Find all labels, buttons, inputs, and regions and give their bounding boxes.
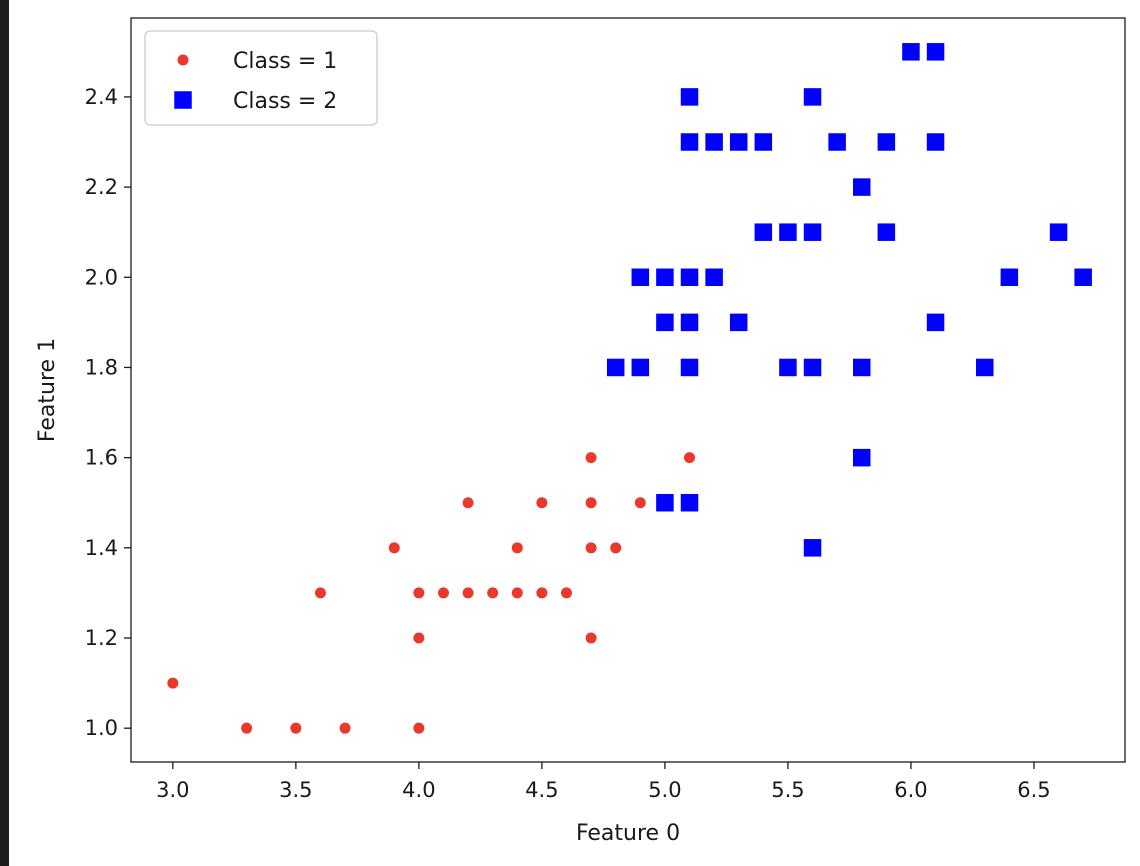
class-2-point bbox=[728, 131, 749, 153]
class-2-point bbox=[605, 357, 626, 378]
x-tick-label: 4.5 bbox=[525, 778, 558, 802]
data-marks bbox=[167, 41, 1094, 734]
class-2-point bbox=[1072, 267, 1094, 288]
class-1-point bbox=[413, 587, 425, 599]
y-tick-label: 1.2 bbox=[85, 626, 118, 650]
class-1-point bbox=[462, 587, 474, 599]
y-axis-ticks: 1.0 1.2 1.4 1.6 1.8 2.0 2.2 2.4 bbox=[85, 85, 131, 740]
legend-label: Class = 2 bbox=[233, 89, 337, 114]
class-1-point bbox=[388, 542, 400, 554]
legend-box bbox=[144, 30, 378, 126]
class-1-point bbox=[634, 497, 646, 509]
class-1-point bbox=[487, 587, 499, 599]
class-2-point bbox=[999, 267, 1020, 288]
x-axis-label: Feature 0 bbox=[576, 821, 680, 846]
class-2-point bbox=[728, 312, 749, 333]
x-tick-label: 5.5 bbox=[771, 778, 804, 802]
class-2-point bbox=[826, 131, 848, 153]
class-2-point bbox=[802, 537, 823, 559]
y-tick-label: 2.2 bbox=[85, 175, 118, 199]
class-1-point bbox=[413, 722, 425, 734]
class-2-point bbox=[630, 357, 651, 378]
class-2-point bbox=[630, 267, 651, 288]
y-tick-label: 1.4 bbox=[85, 536, 118, 560]
axes-frame bbox=[130, 17, 1126, 763]
class-1-point bbox=[585, 497, 597, 509]
class-2-point bbox=[925, 41, 946, 63]
class-1-point bbox=[167, 677, 179, 689]
class-2-point bbox=[876, 221, 897, 243]
class-1-point bbox=[339, 722, 351, 734]
class-1-point bbox=[684, 452, 696, 464]
class-1-point bbox=[413, 632, 425, 644]
class-1-point bbox=[437, 587, 449, 599]
class-1-point bbox=[241, 722, 253, 734]
class-2-point bbox=[654, 492, 676, 513]
class-1-point bbox=[290, 722, 302, 734]
class-2-point bbox=[974, 357, 996, 378]
class-2-point bbox=[802, 357, 823, 378]
class-2-point bbox=[654, 267, 676, 288]
class-2-point bbox=[703, 267, 725, 288]
class-2-point bbox=[851, 176, 872, 198]
class-2-point bbox=[851, 447, 872, 468]
class-2-point bbox=[925, 312, 946, 333]
class-2-point bbox=[679, 312, 700, 333]
legend-marker-class-2 bbox=[172, 89, 194, 111]
class-1-point bbox=[511, 542, 523, 554]
class-2-point bbox=[900, 41, 922, 63]
class-1-point bbox=[585, 452, 597, 464]
class-2-point bbox=[876, 131, 897, 153]
plot-figure: 3.0 3.5 4.0 4.5 5.0 5.5 6.0 6.5 1.0 1.2 1.4 1.6 1.8… bbox=[9, 0, 1140, 866]
class-2-point bbox=[777, 221, 799, 243]
y-tick-label: 1.6 bbox=[85, 446, 118, 470]
class-2-point bbox=[679, 131, 700, 153]
x-tick-label: 3.0 bbox=[156, 778, 189, 802]
class-1-point bbox=[536, 587, 548, 599]
class-2-point bbox=[851, 357, 872, 378]
class-2-point bbox=[753, 131, 774, 153]
y-tick-label: 1.8 bbox=[85, 355, 118, 379]
class-2-point bbox=[777, 357, 799, 378]
y-tick-label: 2.4 bbox=[85, 85, 118, 109]
class-2-point bbox=[654, 312, 676, 333]
class-1-point bbox=[536, 497, 548, 509]
x-tick-label: 4.0 bbox=[402, 778, 435, 802]
class-1-point bbox=[314, 587, 326, 599]
class-2-point bbox=[1048, 221, 1069, 243]
class-2-point bbox=[679, 492, 700, 513]
class-1-point bbox=[585, 542, 597, 554]
class-2-point bbox=[679, 357, 700, 378]
x-tick-label: 3.5 bbox=[279, 778, 312, 802]
legend-marker-class-1 bbox=[177, 54, 189, 66]
class-1-point bbox=[560, 587, 572, 599]
class-2-point bbox=[925, 131, 946, 153]
class-2-point bbox=[679, 267, 700, 288]
legend: Class = 1 Class = 2 bbox=[144, 30, 378, 126]
class-2-point bbox=[679, 86, 700, 108]
class-1-point bbox=[462, 497, 474, 509]
x-tick-label: 6.0 bbox=[894, 778, 927, 802]
class-2-point bbox=[753, 221, 774, 243]
legend-label: Class = 1 bbox=[233, 49, 337, 74]
y-tick-label: 2.0 bbox=[85, 265, 118, 289]
x-axis-ticks: 3.0 3.5 4.0 4.5 5.0 5.5 6.0 6.5 bbox=[156, 762, 1051, 802]
class-1-point bbox=[585, 632, 597, 644]
x-tick-label: 6.5 bbox=[1017, 778, 1050, 802]
class-2-point bbox=[802, 86, 823, 108]
y-tick-label: 1.0 bbox=[85, 716, 118, 740]
class-1-point bbox=[511, 587, 523, 599]
class-2-point bbox=[703, 131, 725, 153]
x-tick-label: 5.0 bbox=[648, 778, 681, 802]
scatter-chart: 3.0 3.5 4.0 4.5 5.0 5.5 6.0 6.5 1.0 1.2 1.4 1.6 1.8… bbox=[35, 17, 1126, 846]
class-1-point bbox=[610, 542, 622, 554]
class-2-point bbox=[802, 221, 823, 243]
y-axis-label: Feature 1 bbox=[35, 338, 60, 442]
